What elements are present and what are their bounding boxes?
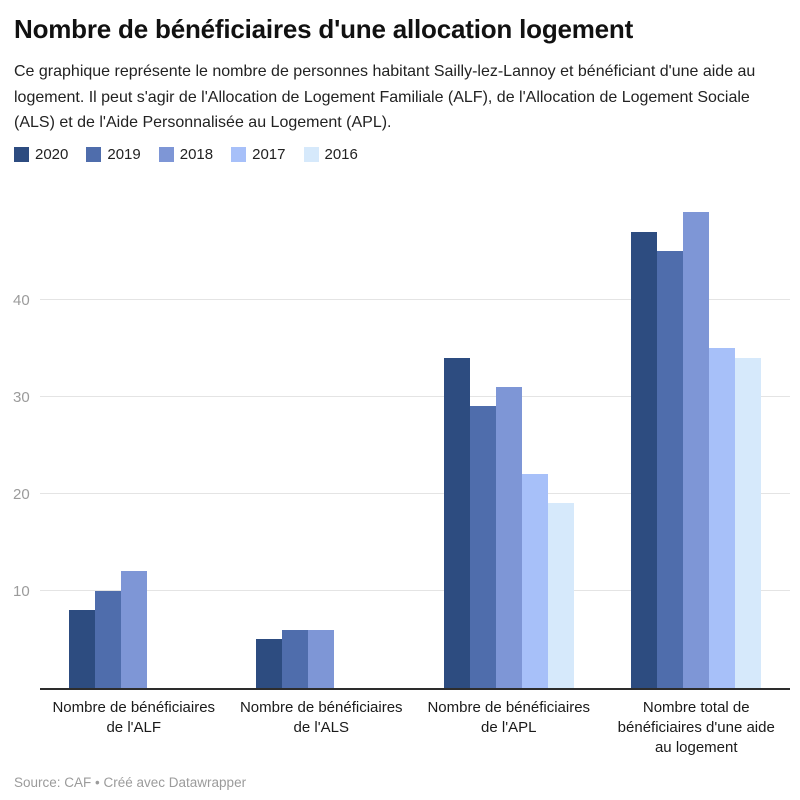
gridline-10: [40, 589, 790, 591]
source-line: Source: CAF • Créé avec Datawrapper: [14, 774, 247, 790]
legend-item-2020: 2020: [14, 146, 68, 163]
y-tick-30: 30: [13, 388, 30, 406]
bar-2018-alf[interactable]: [120, 571, 147, 688]
legend-swatch-2018: [158, 146, 174, 162]
bars-als: [256, 629, 386, 688]
bar-groups: [40, 193, 790, 688]
legend-item-2016: 2016: [303, 145, 358, 163]
bars-total: [631, 212, 762, 688]
category-labels: Nombre de bénéficiaires de l'ALF Nombre d…: [40, 690, 790, 759]
bar-2016-total[interactable]: [735, 357, 762, 688]
bar-2016-apl[interactable]: [547, 503, 574, 688]
bar-2019-total[interactable]: [657, 251, 684, 688]
bar-2019-alf[interactable]: [94, 590, 121, 688]
gridline-20: [40, 492, 790, 494]
bar-2018-apl[interactable]: [495, 387, 522, 688]
legend-label-2016: 2016: [324, 145, 358, 163]
bar-2017-apl[interactable]: [521, 474, 548, 688]
bar-2019-als[interactable]: [282, 629, 309, 688]
chart-description: Ce graphique représente le nombre de per…: [14, 63, 756, 132]
page-title: Nombre de bénéficiaires d'une allocation…: [14, 14, 634, 44]
legend-label-2018: 2018: [179, 145, 214, 163]
y-tick-10: 10: [13, 582, 30, 600]
legend-label-2020: 2020: [35, 145, 69, 163]
gridline-40: [40, 298, 790, 300]
legend-swatch-2016: [303, 146, 319, 162]
bar-group-apl: [415, 193, 603, 688]
category-label-apl: Nombre de bénéficiaires de l'APL: [427, 698, 591, 737]
bar-2020-als[interactable]: [256, 639, 283, 688]
legend-item-2017: 2017: [231, 145, 286, 163]
legend-item-2018: 2018: [158, 145, 214, 163]
bar-2017-total[interactable]: [709, 348, 736, 688]
y-tick-20: 20: [13, 485, 30, 503]
gridline-30: [40, 395, 790, 397]
bars-apl: [443, 357, 574, 688]
legend-item-2019: 2019: [86, 145, 141, 163]
bar-group-als: [228, 193, 416, 688]
legend-swatch-2020: [14, 146, 29, 162]
legend-label-2017: 2017: [252, 145, 286, 163]
bar-2018-als[interactable]: [308, 629, 335, 688]
legend: 2020 2019 2018 2017 2016: [14, 146, 790, 163]
bar-2019-apl[interactable]: [469, 406, 496, 688]
bar-2018-total[interactable]: [683, 212, 710, 688]
legend-swatch-2019: [86, 146, 102, 162]
legend-swatch-2017: [231, 146, 247, 162]
y-tick-40: 40: [13, 291, 30, 309]
bar-2020-alf[interactable]: [68, 610, 95, 688]
bar-group-total: [603, 193, 791, 688]
chart: 10 20 30 40 Nombre de bénéficiaires de l'AL…: [13, 193, 790, 759]
bars-alf: [68, 571, 199, 688]
category-label-als: Nombre de bénéficiaires de l'ALS: [239, 698, 403, 737]
bar-2020-apl[interactable]: [443, 357, 470, 688]
bar-2020-total[interactable]: [631, 231, 658, 688]
x-axis-line: [40, 687, 790, 690]
category-label-total: Nombre total de bénéficiaires d'une aide…: [617, 698, 775, 757]
category-label-alf: Nombre de bénéficiaires de l'ALF: [52, 698, 216, 737]
plot-area: 10 20 30 40: [13, 193, 790, 690]
legend-label-2019: 2019: [107, 145, 141, 163]
bar-group-alf: [40, 193, 228, 688]
